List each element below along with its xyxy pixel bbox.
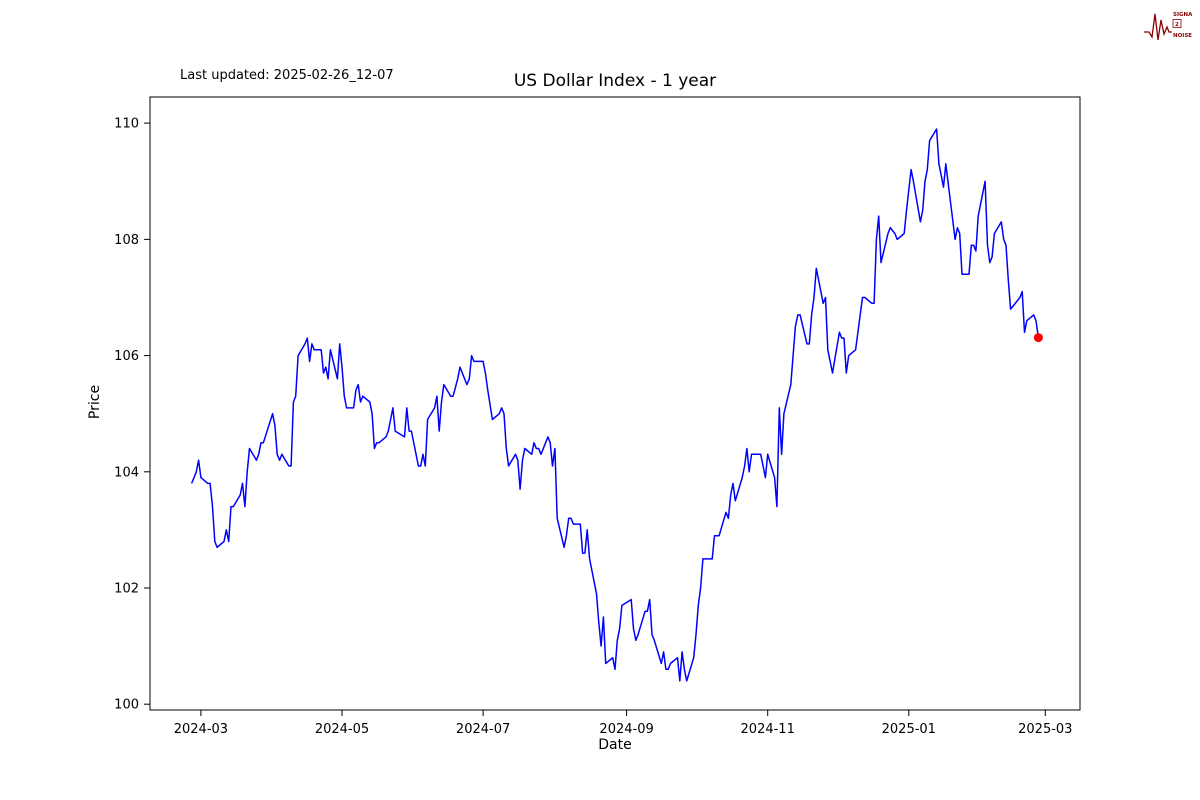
x-axis-label: Date <box>598 737 632 753</box>
last-close-marker <box>1033 333 1043 343</box>
x-tick-label: 2024-05 <box>315 722 369 737</box>
x-tick-label: 2025-03 <box>1018 722 1072 737</box>
logo-text-noise: NOISE <box>1173 33 1192 39</box>
x-tick-label: 2024-09 <box>599 722 653 737</box>
plot-area <box>149 96 1081 711</box>
y-tick-label: 106 <box>114 349 139 364</box>
y-tick-label: 110 <box>114 117 139 132</box>
y-tick-label: 108 <box>114 233 139 248</box>
y-tick-label: 100 <box>114 698 139 713</box>
price-line <box>190 128 1040 682</box>
x-tick-label: 2025-01 <box>882 722 936 737</box>
signal2noise-logo: SIGNAL 2 NOISE <box>1144 4 1196 52</box>
logo-heartbeat-line <box>1144 13 1172 41</box>
x-tick-label: 2024-11 <box>741 722 795 737</box>
chart-title: US Dollar Index - 1 year <box>513 71 717 91</box>
y-tick-label: 102 <box>114 582 139 597</box>
y-tick-label: 104 <box>114 465 139 480</box>
x-tick-label: 2024-03 <box>174 722 228 737</box>
last-updated-text: Last updated: 2025-02-26_12-07 <box>180 68 394 83</box>
logo-box <box>1172 19 1182 28</box>
x-tick-label: 2024-07 <box>456 722 510 737</box>
logo-text-2: 2 <box>1175 22 1179 28</box>
logo-waveform-icon: SIGNAL 2 NOISE <box>1144 12 1196 41</box>
logo-text-signal: SIGNAL <box>1173 12 1192 18</box>
